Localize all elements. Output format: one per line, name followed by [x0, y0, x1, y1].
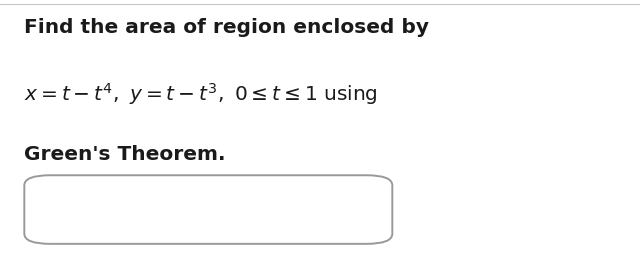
Text: Find the area of region enclosed by: Find the area of region enclosed by [24, 18, 429, 37]
Text: $x = t - t^4,\ y = t - t^3,\ 0 \leq t \leq 1$ using: $x = t - t^4,\ y = t - t^3,\ 0 \leq t \l… [24, 81, 378, 107]
Text: Green's Theorem.: Green's Theorem. [24, 145, 226, 164]
FancyBboxPatch shape [24, 175, 392, 244]
